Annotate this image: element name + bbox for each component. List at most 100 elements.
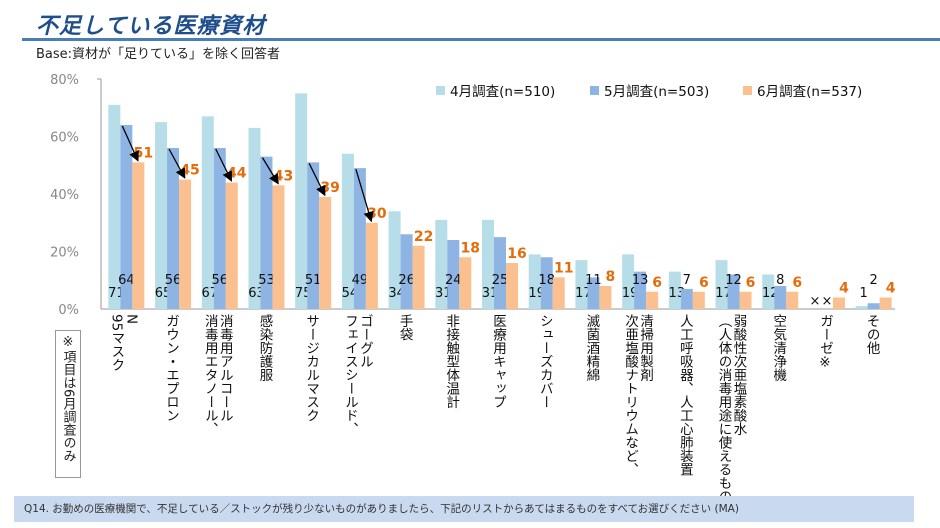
change-arrow bbox=[355, 168, 374, 223]
data-label-jun: 6 bbox=[792, 275, 802, 291]
bar-jun bbox=[225, 182, 238, 309]
data-label-may: 53 bbox=[258, 273, 275, 288]
missing-marker: × bbox=[821, 294, 832, 309]
data-label-may: 56 bbox=[211, 273, 228, 288]
bar-apr bbox=[435, 219, 448, 309]
data-label-may: 11 bbox=[585, 273, 602, 288]
category-label: N 95マスク bbox=[108, 314, 140, 372]
bar-apr bbox=[482, 219, 494, 309]
bar-apr bbox=[248, 127, 261, 309]
category-label: 滅菌酒精綿 bbox=[583, 314, 600, 382]
title-rule bbox=[22, 38, 940, 41]
bar-jun bbox=[552, 277, 565, 309]
data-label-jun: 4 bbox=[839, 281, 849, 297]
change-arrow bbox=[215, 148, 232, 182]
bar-apr bbox=[855, 306, 868, 309]
data-label-may: 2 bbox=[870, 273, 878, 288]
bar-may bbox=[260, 156, 273, 309]
category-label: 人工呼吸器、人工心肺装置 bbox=[676, 314, 693, 476]
bar-may bbox=[867, 303, 880, 309]
bar-jun bbox=[692, 291, 705, 309]
bar-may bbox=[634, 271, 647, 309]
data-label-jun: 16 bbox=[507, 246, 526, 262]
category-label: 清掃用製剤 次亜塩酸ナトリウムなど、 bbox=[622, 314, 654, 476]
data-label-jun: 18 bbox=[461, 240, 480, 256]
legend-swatch bbox=[743, 86, 752, 95]
bar-apr bbox=[622, 254, 635, 309]
bar-may bbox=[167, 148, 180, 309]
bar-apr bbox=[668, 271, 681, 309]
data-label-apr: 1 bbox=[860, 286, 868, 301]
category-label: ガーゼ※ bbox=[816, 314, 833, 371]
legend-swatch bbox=[590, 86, 599, 95]
data-label-jun: 6 bbox=[652, 275, 662, 291]
bar-apr bbox=[388, 211, 401, 309]
data-label-may: 7 bbox=[683, 273, 691, 288]
bar-may bbox=[774, 286, 787, 309]
question-footer: Q14. お勤めの医療機関で、不足している／ストックが残り少ないものがありました… bbox=[14, 496, 914, 522]
bar-apr bbox=[715, 260, 728, 309]
page-title: 不足している医療資材 bbox=[36, 14, 266, 39]
legend-label: 4月調査(n=510) bbox=[450, 84, 555, 100]
change-arrow bbox=[121, 125, 139, 162]
data-label-may: 26 bbox=[398, 273, 415, 288]
data-label-may: 8 bbox=[776, 273, 784, 288]
data-label-may: 24 bbox=[445, 273, 462, 288]
category-label: 非接触型体温計 bbox=[443, 314, 460, 409]
category-label: 医療用キャップ bbox=[490, 314, 506, 409]
june-only-note: ※項目は6月調査のみ bbox=[55, 330, 81, 478]
bar-may bbox=[307, 162, 320, 309]
bar-apr bbox=[108, 104, 121, 309]
category-label: シューズカバー bbox=[536, 314, 553, 409]
legend-swatch bbox=[436, 86, 445, 95]
legend-label: 6月調査(n=537) bbox=[757, 84, 862, 100]
data-label-jun: 6 bbox=[746, 275, 756, 291]
y-tick-label: 40% bbox=[50, 188, 79, 203]
bar-may bbox=[680, 288, 693, 309]
data-label-may: 64 bbox=[118, 273, 135, 288]
category-label: その他 bbox=[863, 314, 880, 355]
bar-jun bbox=[132, 162, 145, 309]
change-arrow bbox=[308, 163, 326, 197]
category-label: 空気清浄機 bbox=[770, 314, 787, 382]
category-label: 手袋 bbox=[396, 314, 413, 341]
legend-label: 5月調査(n=503) bbox=[604, 84, 709, 100]
bar-jun bbox=[272, 185, 285, 309]
category-label: ゴーグル フェイスシールド、 bbox=[341, 314, 373, 436]
bar-apr bbox=[155, 122, 168, 309]
y-tick-label: 60% bbox=[50, 131, 79, 146]
data-label-jun: 8 bbox=[606, 269, 616, 285]
bar-jun bbox=[879, 297, 892, 309]
data-label-may: 13 bbox=[632, 273, 649, 288]
bar-apr bbox=[762, 274, 775, 309]
bar-jun bbox=[179, 179, 192, 309]
bar-may bbox=[587, 277, 600, 309]
bar-may bbox=[353, 168, 366, 309]
bar-may bbox=[213, 148, 226, 309]
category-label: 感染防護服 bbox=[256, 314, 273, 382]
data-label-may: 49 bbox=[352, 273, 369, 288]
bar-apr bbox=[575, 260, 588, 309]
change-arrow bbox=[168, 148, 186, 179]
data-label-jun: 11 bbox=[554, 260, 573, 276]
missing-marker: × bbox=[809, 294, 820, 309]
bar-may bbox=[120, 125, 133, 309]
data-label-jun: 4 bbox=[886, 281, 896, 297]
data-label-may: 25 bbox=[492, 273, 509, 288]
bar-may bbox=[540, 257, 553, 309]
bar-may bbox=[727, 274, 740, 309]
category-label: ガウン・エプロン bbox=[163, 314, 180, 422]
category-label: 消毒用アルコール 消毒用エタノール、 bbox=[201, 314, 233, 436]
bar-jun bbox=[459, 257, 472, 309]
bar-jun bbox=[412, 245, 425, 309]
data-label-jun: 22 bbox=[414, 229, 433, 245]
bar-apr bbox=[201, 116, 214, 309]
bar-jun bbox=[599, 286, 612, 309]
y-tick-label: 80% bbox=[50, 73, 79, 88]
data-label-may: 12 bbox=[725, 273, 742, 288]
bar-jun bbox=[739, 291, 752, 309]
data-label-jun: 6 bbox=[699, 275, 709, 291]
bar-may bbox=[494, 237, 506, 309]
bar-jun bbox=[506, 263, 518, 309]
